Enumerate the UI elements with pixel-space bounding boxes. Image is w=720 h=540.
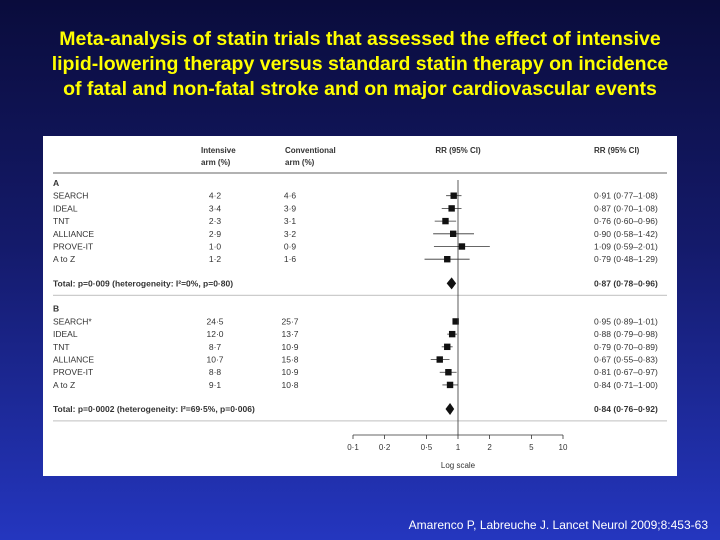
- intensive-value-A-5: 1·2: [209, 254, 222, 264]
- point-estimate-A-1: [448, 205, 455, 212]
- point-estimate-A-3: [449, 230, 457, 237]
- total-rr-text-B: 0·84 (0·76–0·92): [594, 404, 658, 414]
- intensive-value-B-4: 8·8: [209, 367, 222, 377]
- trial-name-B-0: SEARCH*: [53, 316, 92, 326]
- x-tick-label-3: 1: [456, 443, 461, 452]
- rr-text-A-0: 0·91 (0·77–1·08): [594, 191, 658, 201]
- total-rr-text-A: 0·87 (0·78–0·96): [594, 278, 658, 288]
- trial-name-A-3: ALLIANCE: [53, 229, 94, 239]
- trial-name-B-1: IDEAL: [53, 329, 78, 339]
- intensive-value-A-4: 1·0: [209, 242, 222, 252]
- conventional-value-A-4: 0·9: [284, 242, 297, 252]
- title-line-3: of fatal and non-fatal stroke and on maj…: [63, 78, 657, 100]
- trial-name-A-0: SEARCH: [53, 191, 88, 201]
- forest-plot-panel: Intensive arm (%) Conventional arm (%) RR (9…: [43, 136, 677, 476]
- point-estimate-B-5: [446, 381, 454, 389]
- intensive-value-B-0: 24·5: [206, 316, 223, 326]
- rr-text-A-5: 0·79 (0·48–1·29): [594, 254, 658, 264]
- trial-name-B-3: ALLIANCE: [53, 355, 94, 365]
- x-tick-label-5: 5: [529, 443, 534, 452]
- point-estimate-A-5: [444, 256, 451, 263]
- conventional-value-B-5: 10·8: [281, 380, 298, 390]
- slide-title: Meta-analysis of statin trials that asse…: [0, 27, 720, 102]
- rr-text-B-3: 0·67 (0·55–0·83): [594, 355, 658, 365]
- x-tick-label-2: 0·5: [421, 443, 433, 452]
- conventional-value-A-5: 1·6: [284, 254, 297, 264]
- rr-text-B-0: 0·95 (0·89–1·01): [594, 316, 658, 326]
- rr-text-A-2: 0·76 (0·60–0·96): [594, 216, 658, 226]
- trial-name-B-4: PROVE-IT: [53, 367, 93, 377]
- trial-name-A-5: A to Z: [53, 254, 75, 264]
- conventional-value-A-1: 3·9: [284, 203, 297, 213]
- total-diamond-B: [445, 403, 455, 416]
- rr-text-B-2: 0·79 (0·70–0·89): [594, 342, 658, 352]
- conventional-value-B-1: 13·7: [281, 329, 298, 339]
- x-tick-label-1: 0·2: [379, 443, 391, 452]
- intensive-value-A-2: 2·3: [209, 216, 222, 226]
- rr-text-B-4: 0·81 (0·67–0·97): [594, 367, 658, 377]
- header-intensive-unit: arm (%): [201, 158, 231, 167]
- section-label-B: B: [53, 304, 59, 314]
- conventional-value-A-0: 4·6: [284, 191, 297, 201]
- point-estimate-B-4: [445, 369, 452, 376]
- x-tick-label-6: 10: [559, 443, 568, 452]
- header-rr-text: RR (95% CI): [594, 146, 640, 155]
- point-estimate-B-3: [436, 356, 443, 363]
- title-line-2: lipid-lowering therapy versus standard s…: [51, 53, 669, 75]
- trial-name-A-1: IDEAL: [53, 203, 78, 213]
- conventional-value-A-2: 3·1: [284, 216, 297, 226]
- conventional-value-B-4: 10·9: [281, 367, 298, 377]
- total-label-A: Total: p=0·009 (heterogeneity: I²=0%, p=…: [53, 278, 233, 288]
- intensive-value-B-1: 12·0: [206, 329, 223, 339]
- x-axis-label: Log scale: [441, 461, 476, 470]
- rr-text-A-1: 0·87 (0·70–1·08): [594, 203, 658, 213]
- trial-name-A-2: TNT: [53, 216, 70, 226]
- conventional-value-B-3: 15·8: [281, 355, 298, 365]
- total-label-B: Total: p=0·0002 (heterogeneity: I²=69·5%…: [53, 404, 255, 414]
- point-estimate-A-4: [458, 243, 466, 250]
- total-diamond-A: [446, 277, 457, 290]
- conventional-value-A-3: 3·2: [284, 229, 297, 239]
- forest-plot: Intensive arm (%) Conventional arm (%) RR (9…: [53, 146, 667, 470]
- trial-name-B-2: TNT: [53, 342, 70, 352]
- intensive-value-B-2: 8·7: [209, 342, 222, 352]
- intensive-value-A-3: 2·9: [209, 229, 222, 239]
- trial-name-B-5: A to Z: [53, 380, 75, 390]
- section-label-A: A: [53, 178, 59, 188]
- intensive-value-B-3: 10·7: [206, 355, 223, 365]
- conventional-value-B-2: 10·9: [281, 342, 298, 352]
- title-line-1: Meta-analysis of statin trials that asse…: [59, 28, 661, 50]
- header-rr-plot: RR (95% CI): [435, 146, 481, 155]
- intensive-value-A-1: 3·4: [209, 203, 222, 213]
- point-estimate-B-2: [444, 343, 451, 351]
- x-tick-label-4: 2: [487, 443, 492, 452]
- conventional-value-B-0: 25·7: [281, 316, 298, 326]
- rr-text-B-1: 0·88 (0·79–0·98): [594, 329, 658, 339]
- citation: Amarenco P, Labreuche J. Lancet Neurol 2…: [408, 518, 708, 532]
- point-estimate-A-0: [450, 192, 457, 199]
- header-intensive: Intensive: [201, 146, 236, 155]
- header-conventional: Conventional: [285, 146, 336, 155]
- rr-text-B-5: 0·84 (0·71–1·00): [594, 380, 658, 390]
- intensive-value-B-5: 9·1: [209, 380, 222, 390]
- point-estimate-A-2: [442, 217, 449, 225]
- rr-text-A-3: 0·90 (0·58–1·42): [594, 229, 658, 239]
- point-estimate-B-0: [452, 318, 459, 325]
- x-tick-label-0: 0·1: [347, 443, 359, 452]
- header-conventional-unit: arm (%): [285, 158, 315, 167]
- trial-name-A-4: PROVE-IT: [53, 242, 93, 252]
- intensive-value-A-0: 4·2: [209, 191, 222, 201]
- rr-text-A-4: 1·09 (0·59–2·01): [594, 242, 658, 252]
- point-estimate-B-1: [448, 330, 456, 338]
